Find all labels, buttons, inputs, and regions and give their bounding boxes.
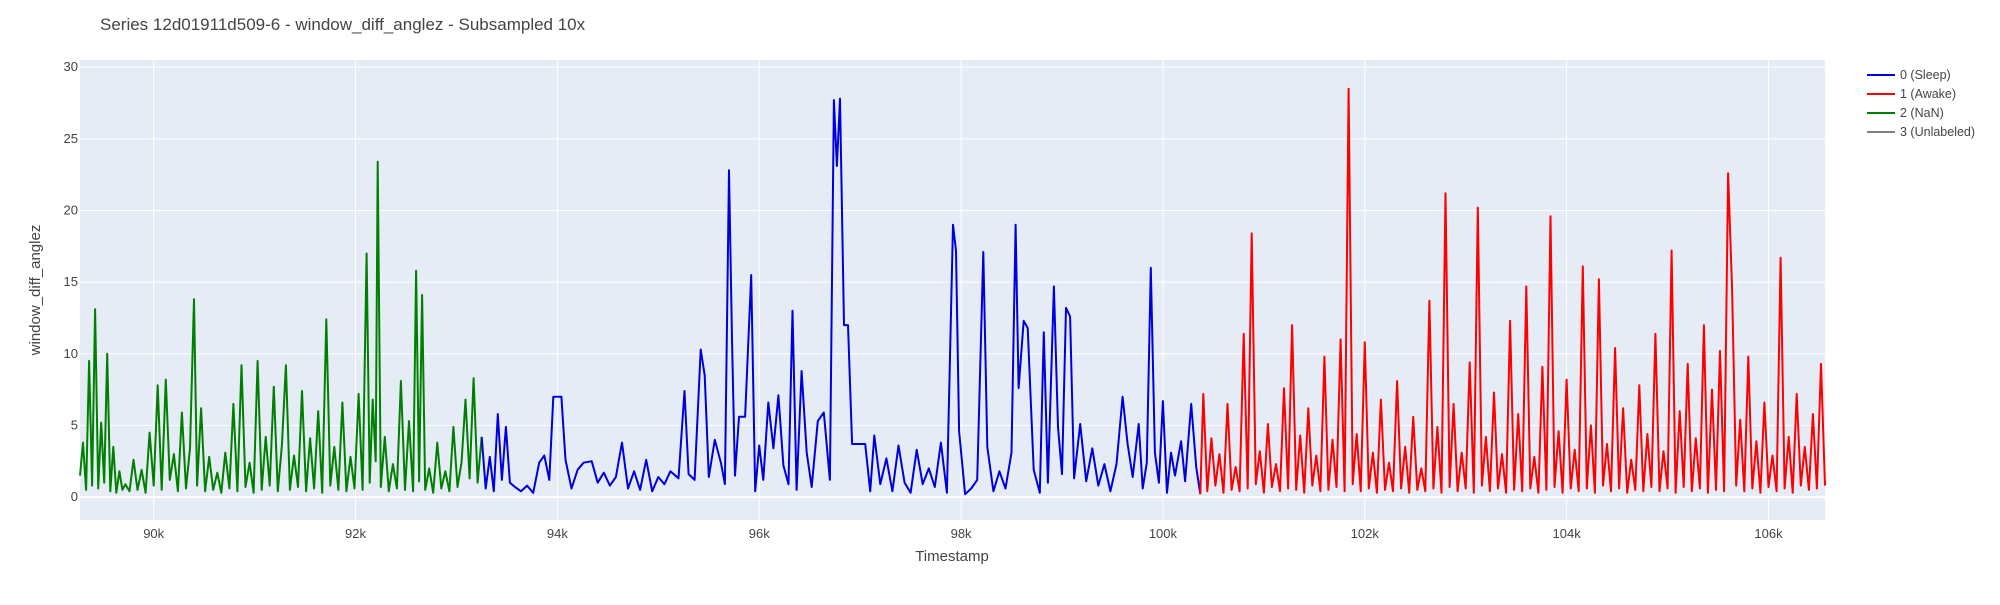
legend-item[interactable]: 3 (Unlabeled) — [1867, 125, 1975, 139]
x-tick-label: 92k — [345, 526, 366, 541]
series-line-2 — [1199, 87, 1826, 495]
series-line-1 — [480, 97, 1202, 496]
y-axis-title: window_diff_anglez — [27, 225, 44, 357]
x-tick-label: 104k — [1553, 526, 1582, 541]
series-layer — [79, 87, 1826, 496]
legend-item[interactable]: 0 (Sleep) — [1867, 68, 1951, 82]
legend-label: 0 (Sleep) — [1900, 68, 1951, 82]
chart-title: Series 12d01911d509-6 - window_diff_angl… — [100, 15, 586, 34]
legend-label: 1 (Awake) — [1900, 87, 1956, 101]
x-axis-title: Timestamp — [915, 548, 989, 565]
x-tick-label: 96k — [749, 526, 770, 541]
legend-item[interactable]: 1 (Awake) — [1867, 87, 1956, 101]
x-tick-label: 90k — [143, 526, 164, 541]
y-tick-label: 5 — [71, 417, 78, 432]
x-tick-label: 94k — [547, 526, 568, 541]
legend[interactable]: 0 (Sleep) 1 (Awake) 2 (NaN) 3 (Unlabeled) — [1867, 68, 1975, 139]
legend-item[interactable]: 2 (NaN) — [1867, 106, 1944, 120]
series-line-0 — [79, 160, 483, 494]
y-tick-label: 0 — [71, 489, 78, 504]
y-tick-label: 25 — [64, 131, 78, 146]
x-tick-label: 98k — [951, 526, 972, 541]
y-tick-label: 10 — [64, 346, 78, 361]
x-tick-label: 106k — [1754, 526, 1783, 541]
tick-labels: 0 5 10 15 20 25 30 90k 92k 94k 96k 98k 100k 102k 104k 1… — [64, 59, 1784, 541]
legend-label: 3 (Unlabeled) — [1900, 125, 1975, 139]
x-tick-label: 100k — [1149, 526, 1178, 541]
y-tick-label: 15 — [64, 274, 78, 289]
y-tick-label: 30 — [64, 59, 78, 74]
legend-label: 2 (NaN) — [1900, 106, 1944, 120]
x-tick-label: 102k — [1351, 526, 1380, 541]
y-tick-label: 20 — [64, 202, 78, 217]
grid-lines — [80, 60, 1825, 520]
